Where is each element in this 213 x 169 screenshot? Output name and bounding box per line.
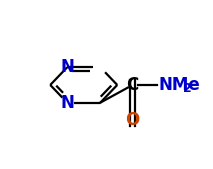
Text: O: O	[125, 111, 140, 129]
Text: C: C	[127, 76, 139, 94]
Text: N: N	[60, 58, 74, 76]
Text: NMe: NMe	[158, 76, 200, 94]
Text: 2: 2	[183, 82, 192, 95]
Text: N: N	[60, 94, 74, 112]
